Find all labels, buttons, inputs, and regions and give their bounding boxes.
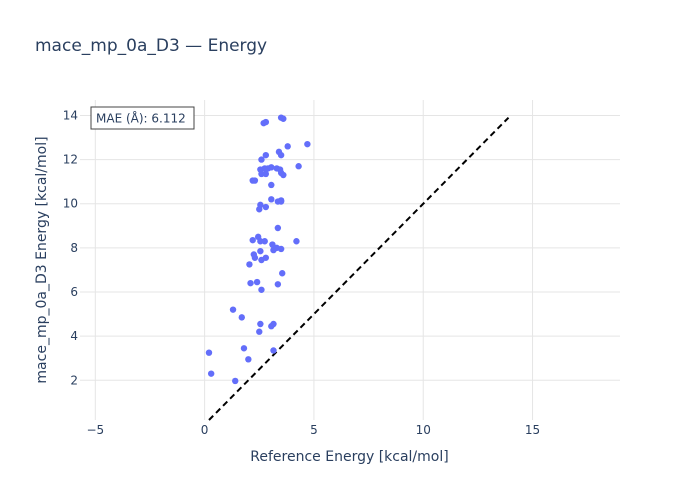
data-point — [257, 238, 264, 245]
data-point — [277, 151, 285, 159]
data-point — [258, 170, 265, 178]
data-point — [258, 156, 265, 163]
data-point — [268, 323, 275, 330]
y-axis-title: mace_mp_0a_D3 Energy [kcal/mol] — [34, 136, 50, 383]
y-tick-label: 4 — [70, 329, 78, 343]
data-point — [207, 370, 215, 377]
data-point — [295, 163, 302, 170]
x-tick-label: 5 — [310, 423, 318, 437]
x-tick-label: 10 — [416, 423, 431, 437]
data-point — [256, 206, 263, 213]
data-point — [205, 349, 213, 356]
data-point — [251, 254, 259, 261]
y-tick-label: 6 — [70, 285, 78, 299]
data-point — [232, 377, 239, 385]
data-point — [257, 247, 264, 255]
data-point — [258, 286, 265, 293]
points-layer — [205, 114, 311, 385]
data-point — [270, 347, 277, 354]
data-point — [269, 241, 276, 248]
data-point — [262, 203, 270, 211]
data-point — [253, 278, 261, 286]
x-tick-label: −5 — [86, 423, 104, 437]
data-point — [280, 115, 287, 122]
y-tick-label: 8 — [70, 241, 78, 255]
data-point — [258, 256, 265, 264]
y-tick-label: 14 — [63, 108, 78, 122]
data-point — [247, 279, 254, 287]
data-point — [280, 171, 287, 179]
parity-line — [208, 116, 510, 421]
data-point — [256, 328, 263, 335]
data-point — [274, 281, 282, 288]
data-point — [240, 345, 248, 352]
y-tick-label: 2 — [70, 373, 78, 387]
data-point — [262, 170, 270, 178]
y-tick-labels: 2 4 6 8 10 12 14 — [63, 108, 78, 387]
x-tick-labels: −5 0 5 10 15 — [86, 423, 540, 437]
data-point — [293, 238, 300, 245]
data-point — [262, 118, 270, 126]
data-point — [268, 181, 275, 189]
data-point — [249, 236, 256, 244]
data-point — [262, 151, 270, 159]
parity-line-layer — [208, 116, 510, 421]
data-point — [277, 198, 285, 205]
data-point — [238, 314, 245, 321]
data-point — [270, 246, 277, 254]
data-point — [261, 238, 268, 245]
data-point — [245, 356, 252, 363]
data-point — [246, 261, 253, 268]
mae-annotation: MAE (Å): 6.112 — [90, 106, 195, 130]
data-point — [257, 320, 264, 328]
data-point — [304, 140, 311, 148]
x-tick-label: 15 — [525, 423, 540, 437]
data-point — [251, 177, 259, 184]
x-axis-title: Reference Energy [kcal/mol] — [250, 449, 448, 465]
x-tick-label: 0 — [201, 423, 209, 437]
chart-title: mace_mp_0a_D3 — Energy — [35, 36, 267, 56]
data-point — [268, 164, 275, 171]
y-tick-label: 12 — [63, 153, 78, 167]
y-tick-label: 10 — [63, 197, 78, 211]
data-point — [268, 196, 275, 203]
mae-annotation-text: MAE (Å): 6.112 — [96, 111, 186, 126]
data-point — [279, 270, 286, 277]
data-point — [284, 143, 291, 150]
mae-annotation-box — [90, 106, 195, 130]
data-point — [277, 245, 285, 253]
data-point — [274, 224, 282, 232]
data-point — [229, 306, 237, 313]
